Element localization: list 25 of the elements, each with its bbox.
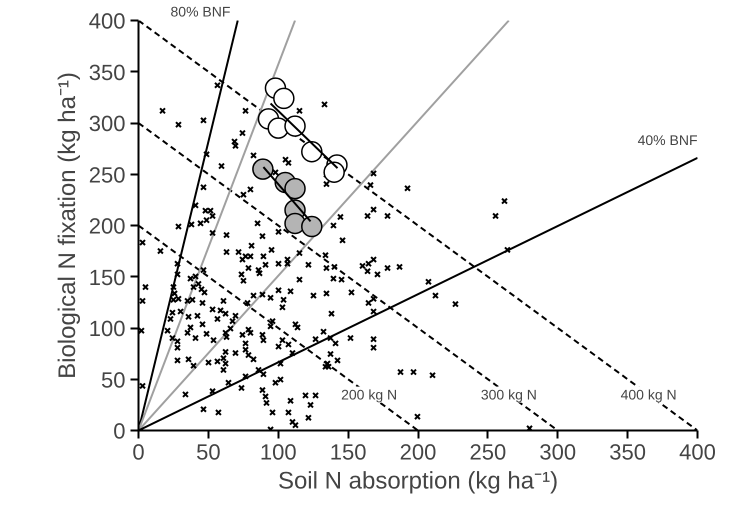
annotation: 300 kg N (480, 386, 537, 403)
x-tick-label: 50 (196, 440, 221, 464)
x-tick-label: 200 (400, 440, 436, 464)
x-tick-label: 0 (132, 440, 145, 464)
x-tick-label: 300 (539, 440, 576, 464)
x-tick-label: 350 (609, 440, 646, 464)
annotation: 200 kg N (341, 386, 398, 403)
text: 80% BNF (170, 4, 230, 20)
x-tick-label: 150 (330, 440, 366, 464)
y-tick-label: 150 (88, 264, 126, 290)
y-tick-label: 350 (88, 60, 126, 85)
annotation: 400 kg N (620, 386, 677, 403)
x-tick-label: 250 (470, 440, 506, 464)
y-tick-label: 100 (88, 316, 126, 341)
y-tick-label: 0 (113, 418, 126, 444)
y-axis-title: Biological N fixation (kg ha⁻¹) (54, 72, 81, 379)
x-tick-label: 100 (260, 440, 297, 464)
y-tick-label: 50 (101, 367, 126, 392)
x-axis-title: Soil N absorption (kg ha⁻¹) (278, 468, 558, 494)
y-tick-label: 400 (88, 8, 126, 34)
y-tick-label: 200 (88, 214, 126, 238)
annotation: 40% BNF (638, 132, 698, 148)
y-tick-label: 250 (88, 162, 126, 188)
x-tick-label: 400 (679, 440, 716, 464)
y-tick-label: 300 (88, 111, 126, 136)
